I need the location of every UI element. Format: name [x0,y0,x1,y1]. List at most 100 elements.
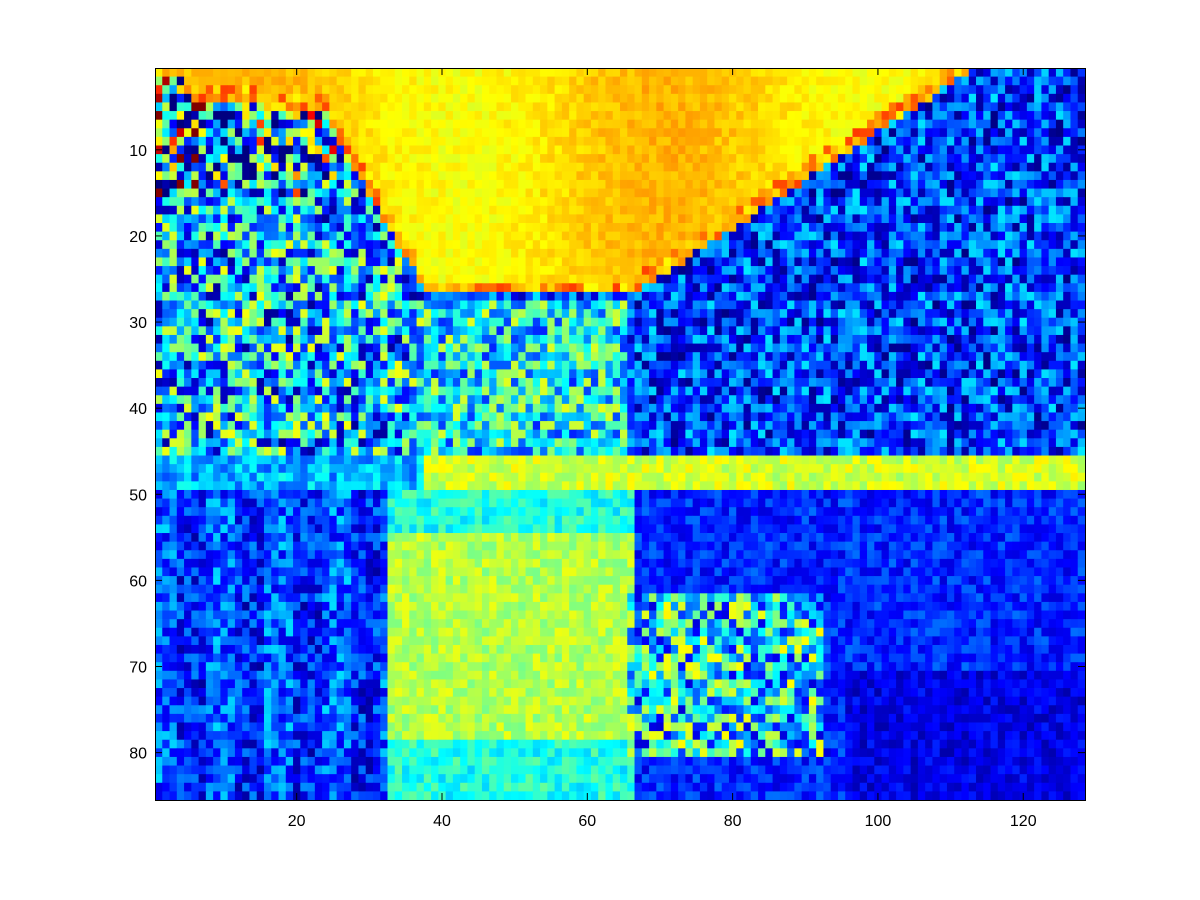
heatmap-cell [743,309,752,319]
heatmap-cell [787,395,795,405]
heatmap-cell [1048,188,1057,198]
heatmap-cell [634,145,643,155]
heatmap-cell [525,395,534,405]
heatmap-cell [983,240,991,250]
heatmap-cell [692,360,701,370]
heatmap-cell [511,111,519,121]
heatmap-cell [365,343,374,353]
heatmap-cell [721,102,730,112]
heatmap-cell [518,240,526,250]
heatmap-cell [213,317,221,327]
heatmap-cell [925,283,933,293]
heatmap-cell [300,68,308,78]
heatmap-cell [278,274,287,284]
heatmap-cell [511,352,519,362]
heatmap-cell [816,300,824,310]
heatmap-cell [329,205,338,215]
heatmap-cell [285,386,294,396]
heatmap-cell [816,317,824,327]
heatmap-cell [394,205,403,215]
heatmap-cell [416,145,425,155]
heatmap-cell [888,145,897,155]
heatmap-cell [343,76,352,86]
heatmap-cell [612,266,621,276]
heatmap-cell [649,128,657,138]
heatmap-cell [641,257,650,267]
heatmap-cell [242,68,250,78]
heatmap-cell [561,154,570,164]
heatmap-cell [271,128,279,138]
heatmap-cell [496,154,505,164]
heatmap-cell [1077,334,1086,344]
heatmap-cell [474,360,483,370]
heatmap-cell [307,317,316,327]
heatmap-cell [205,197,214,207]
heatmap-cell [554,257,563,267]
heatmap-cell [242,214,250,224]
heatmap-cell [561,188,570,198]
heatmap-cell [336,352,345,362]
heatmap-cell [612,300,621,310]
heatmap-cell [293,205,301,215]
heatmap-cell [699,231,708,241]
heatmap-cell [925,378,933,388]
heatmap-cell [830,266,839,276]
heatmap-cell [590,68,599,78]
heatmap-cell [954,223,962,233]
heatmap-cell [830,119,839,129]
heatmap-cell [496,145,505,155]
heatmap-cell [656,369,664,379]
heatmap-cell [576,326,585,336]
heatmap-cell [307,128,316,138]
heatmap-cell [322,85,330,95]
heatmap-cell [169,343,178,353]
heatmap-cell [692,231,701,241]
heatmap-cell [728,179,737,189]
heatmap-cell [685,300,694,310]
heatmap-cell [416,223,425,233]
heatmap-cell [954,291,962,301]
heatmap-cell [699,240,708,250]
heatmap-cell [358,145,367,155]
heatmap-cell [540,162,548,172]
heatmap-cell [736,369,744,379]
heatmap-cell [852,154,861,164]
heatmap-cell [692,369,701,379]
heatmap-cell [481,274,490,284]
heatmap-cell [699,386,708,396]
heatmap-cell [852,214,861,224]
heatmap-cell [823,317,832,327]
heatmap-cell [351,266,359,276]
heatmap-cell [867,205,875,215]
heatmap-cell [1048,102,1057,112]
heatmap-cell [213,93,221,103]
heatmap-cell [976,291,984,301]
heatmap-cell [896,378,904,388]
heatmap-cell [859,248,868,258]
heatmap-cell [431,378,439,388]
heatmap-cell [925,395,933,405]
heatmap-cell [605,214,614,224]
heatmap-cell [859,317,868,327]
heatmap-cell [685,205,694,215]
heatmap-cell [467,317,476,327]
heatmap-cell [155,136,163,146]
heatmap-cell [750,266,759,276]
heatmap-cell [707,360,715,370]
heatmap-cell [961,395,970,405]
heatmap-cell [227,283,236,293]
heatmap-cell [983,369,991,379]
heatmap-cell [983,85,991,95]
heatmap-cell [881,171,890,181]
heatmap-cell [409,291,417,301]
heatmap-cell [874,231,882,241]
heatmap-cell [496,386,505,396]
heatmap-cell [1055,76,1064,86]
heatmap-cell [1048,214,1057,224]
heatmap-cell [438,154,447,164]
heatmap-cell [329,334,338,344]
heatmap-cell [445,136,454,146]
heatmap-cell [881,378,890,388]
heatmap-cell [271,369,279,379]
heatmap-cell [278,378,287,388]
